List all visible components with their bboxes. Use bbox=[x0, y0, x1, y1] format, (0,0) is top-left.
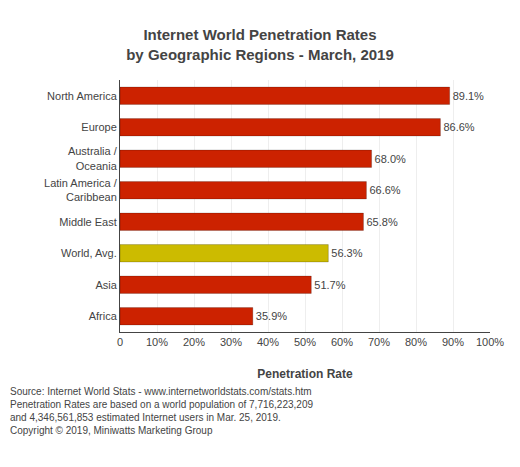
svg-text:40%: 40% bbox=[257, 336, 279, 348]
svg-text:89.1%: 89.1% bbox=[453, 90, 484, 102]
svg-text:90%: 90% bbox=[442, 336, 464, 348]
svg-text:100%: 100% bbox=[476, 336, 504, 348]
svg-text:Penetration Rate: Penetration Rate bbox=[257, 367, 353, 381]
svg-text:Source: Internet World Stats -: Source: Internet World Stats - www.inter… bbox=[10, 386, 313, 436]
svg-text:65.8%: 65.8% bbox=[366, 216, 397, 228]
svg-text:50%: 50% bbox=[294, 336, 316, 348]
svg-text:60%: 60% bbox=[331, 336, 353, 348]
svg-text:Asia: Asia bbox=[95, 279, 117, 291]
svg-text:68.0%: 68.0% bbox=[375, 153, 406, 165]
svg-text:World, Avg.: World, Avg. bbox=[61, 247, 117, 259]
svg-text:30%: 30% bbox=[220, 336, 242, 348]
svg-text:0: 0 bbox=[117, 336, 123, 348]
svg-text:20%: 20% bbox=[183, 336, 205, 348]
svg-text:Australia /Oceania: Australia /Oceania bbox=[68, 145, 118, 171]
svg-text:70%: 70% bbox=[368, 336, 390, 348]
svg-text:51.7%: 51.7% bbox=[314, 279, 345, 291]
svg-text:86.6%: 86.6% bbox=[443, 121, 474, 133]
svg-text:Middle East: Middle East bbox=[59, 216, 116, 228]
svg-text:66.6%: 66.6% bbox=[369, 184, 400, 196]
svg-text:Internet World Penetration Rat: Internet World Penetration Ratesby Geogr… bbox=[126, 26, 394, 63]
svg-text:Europe: Europe bbox=[81, 121, 116, 133]
svg-text:Africa: Africa bbox=[89, 310, 118, 322]
svg-text:Latin America /Caribbean: Latin America /Caribbean bbox=[44, 177, 118, 203]
svg-text:56.3%: 56.3% bbox=[331, 247, 362, 259]
svg-text:80%: 80% bbox=[405, 336, 427, 348]
svg-text:35.9%: 35.9% bbox=[256, 310, 287, 322]
svg-text:10%: 10% bbox=[146, 336, 168, 348]
svg-text:North America: North America bbox=[47, 90, 118, 102]
